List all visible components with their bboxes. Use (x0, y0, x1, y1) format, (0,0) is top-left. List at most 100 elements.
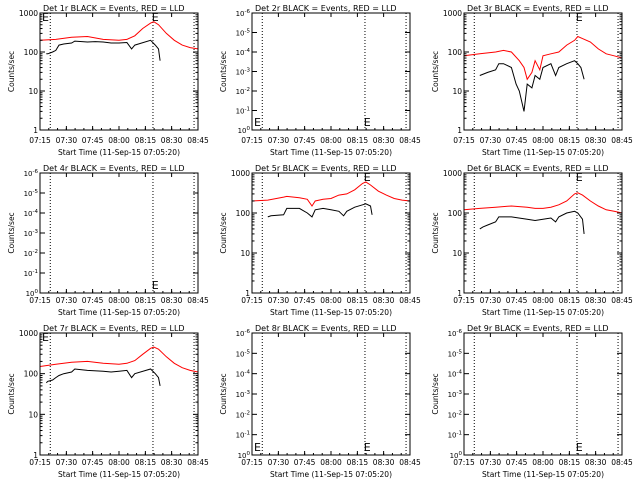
y-axis-label: Counts/sec (7, 212, 16, 253)
y-tick-label: 100 (448, 48, 463, 57)
x-tick-label: 07:15 (453, 296, 475, 305)
y-tick-label: 10-6 (236, 329, 251, 338)
y-tick-label: 1 (457, 126, 462, 135)
x-tick-label: 08:00 (108, 136, 130, 145)
x-tick-label: 08:15 (135, 458, 157, 467)
flag-label: E (42, 11, 49, 24)
x-tick-label: 08:15 (559, 458, 581, 467)
y-tick-label: 1 (33, 451, 38, 460)
y-tick-label: 1 (245, 289, 250, 298)
x-tick-label: 08:00 (320, 136, 342, 145)
x-tick-label: 08:30 (585, 458, 607, 467)
x-axis-label: Start Time (11-Sep-15 07:05:20) (270, 308, 392, 317)
y-tick-label: 10-6 (236, 9, 251, 18)
x-tick-label: 08:45 (187, 296, 209, 305)
y-tick-label: 10-1 (24, 269, 38, 278)
x-tick-label: 08:45 (611, 458, 633, 467)
panel-5: Det 5r BLACK = Events, RED = LLD 07:15 07:… (219, 164, 421, 317)
x-tick-label: 08:00 (532, 136, 554, 145)
y-tick-label: 100 (26, 289, 39, 298)
x-tick-label: 07:15 (453, 458, 475, 467)
series-line-lld (463, 35, 623, 81)
x-tick-label: 07:15 (241, 136, 263, 145)
y-tick-label: 10-4 (24, 209, 39, 218)
plot-frame (39, 332, 199, 456)
series-line-events (479, 60, 585, 112)
x-tick-label: 07:15 (241, 296, 263, 305)
series-line-events (45, 368, 161, 386)
x-axis-label: Start Time (11-Sep-15 07:05:20) (482, 148, 604, 157)
panel-title: Det 1r BLACK = Events, RED = LLD (43, 4, 185, 13)
x-tick-label: 07:45 (82, 136, 104, 145)
x-tick-label: 07:45 (506, 136, 528, 145)
x-tick-label: 08:30 (585, 136, 607, 145)
y-tick-label: 10-3 (24, 229, 39, 238)
y-tick-label: 10-1 (448, 431, 462, 440)
x-tick-label: 07:45 (82, 458, 104, 467)
x-tick-label: 08:00 (532, 296, 554, 305)
x-tick-label: 08:15 (135, 296, 157, 305)
x-tick-label: 07:15 (29, 296, 51, 305)
x-tick-label: 08:45 (611, 136, 633, 145)
x-axis-label: Start Time (11-Sep-15 07:05:20) (482, 308, 604, 317)
y-axis-label: Counts/sec (431, 212, 440, 253)
y-tick-label: 10-5 (236, 349, 251, 358)
y-tick-label: 10-5 (448, 349, 463, 358)
y-tick-label: 1 (457, 289, 462, 298)
y-tick-label: 10-4 (236, 370, 251, 379)
y-tick-label: 100 (238, 126, 251, 135)
flag-label: E (152, 11, 159, 24)
x-tick-label: 07:15 (29, 458, 51, 467)
panel-9: Det 9r BLACK = Events, RED = LLD 07:15 07:… (431, 324, 633, 479)
y-tick-label: 100 (236, 209, 251, 218)
series-line-events (479, 210, 585, 234)
y-tick-label: 10-3 (236, 68, 251, 77)
x-tick-label: 08:30 (373, 458, 395, 467)
x-tick-label: 08:45 (399, 136, 421, 145)
x-tick-label: 08:30 (161, 458, 183, 467)
x-tick-label: 07:30 (268, 296, 290, 305)
y-tick-label: 10 (240, 249, 250, 258)
x-tick-label: 07:30 (480, 458, 502, 467)
y-axis-label: Counts/sec (431, 373, 440, 414)
x-tick-label: 08:30 (373, 136, 395, 145)
panel-title: Det 2r BLACK = Events, RED = LLD (255, 4, 397, 13)
y-tick-label: 10-4 (448, 370, 463, 379)
x-tick-label: 07:45 (294, 136, 316, 145)
flag-label: E (364, 171, 371, 184)
panel-4: Det 4r BLACK = Events, RED = LLD 07:15 07:… (7, 164, 209, 317)
y-tick-label: 10 (452, 87, 462, 96)
panel-title: Det 3r BLACK = Events, RED = LLD (467, 4, 609, 13)
y-tick-label: 10-1 (236, 107, 250, 116)
x-tick-label: 08:00 (108, 296, 130, 305)
flag-label: E (576, 441, 583, 454)
plot-frame (463, 12, 623, 131)
x-tick-label: 07:30 (56, 296, 78, 305)
y-tick-label: 10 (28, 410, 38, 419)
y-axis-label: Counts/sec (219, 212, 228, 253)
x-axis-label: Start Time (11-Sep-15 07:05:20) (270, 470, 392, 479)
panel-8: Det 8r BLACK = Events, RED = LLD 07:15 07:… (219, 324, 421, 479)
series-line-lld (39, 21, 199, 50)
y-tick-label: 1000 (443, 169, 462, 178)
y-tick-label: 10-2 (24, 249, 38, 258)
x-tick-label: 07:45 (294, 296, 316, 305)
series-line-lld (39, 346, 199, 373)
y-tick-label: 10-3 (448, 390, 463, 399)
x-tick-label: 08:45 (611, 296, 633, 305)
y-tick-label: 1000 (443, 9, 462, 18)
y-tick-label: 10 (28, 87, 38, 96)
x-tick-label: 07:45 (506, 296, 528, 305)
x-tick-label: 07:45 (294, 458, 316, 467)
y-tick-label: 10-5 (24, 189, 39, 198)
plot-frame (251, 172, 411, 294)
x-tick-label: 07:30 (268, 136, 290, 145)
flag-label: E (254, 441, 261, 454)
y-tick-label: 1 (33, 126, 38, 135)
x-tick-label: 07:15 (29, 136, 51, 145)
flag-label: E (152, 279, 159, 292)
panel-2: Det 2r BLACK = Events, RED = LLD 07:15 07:… (219, 4, 421, 157)
x-tick-label: 07:30 (480, 296, 502, 305)
x-tick-label: 08:45 (187, 458, 209, 467)
